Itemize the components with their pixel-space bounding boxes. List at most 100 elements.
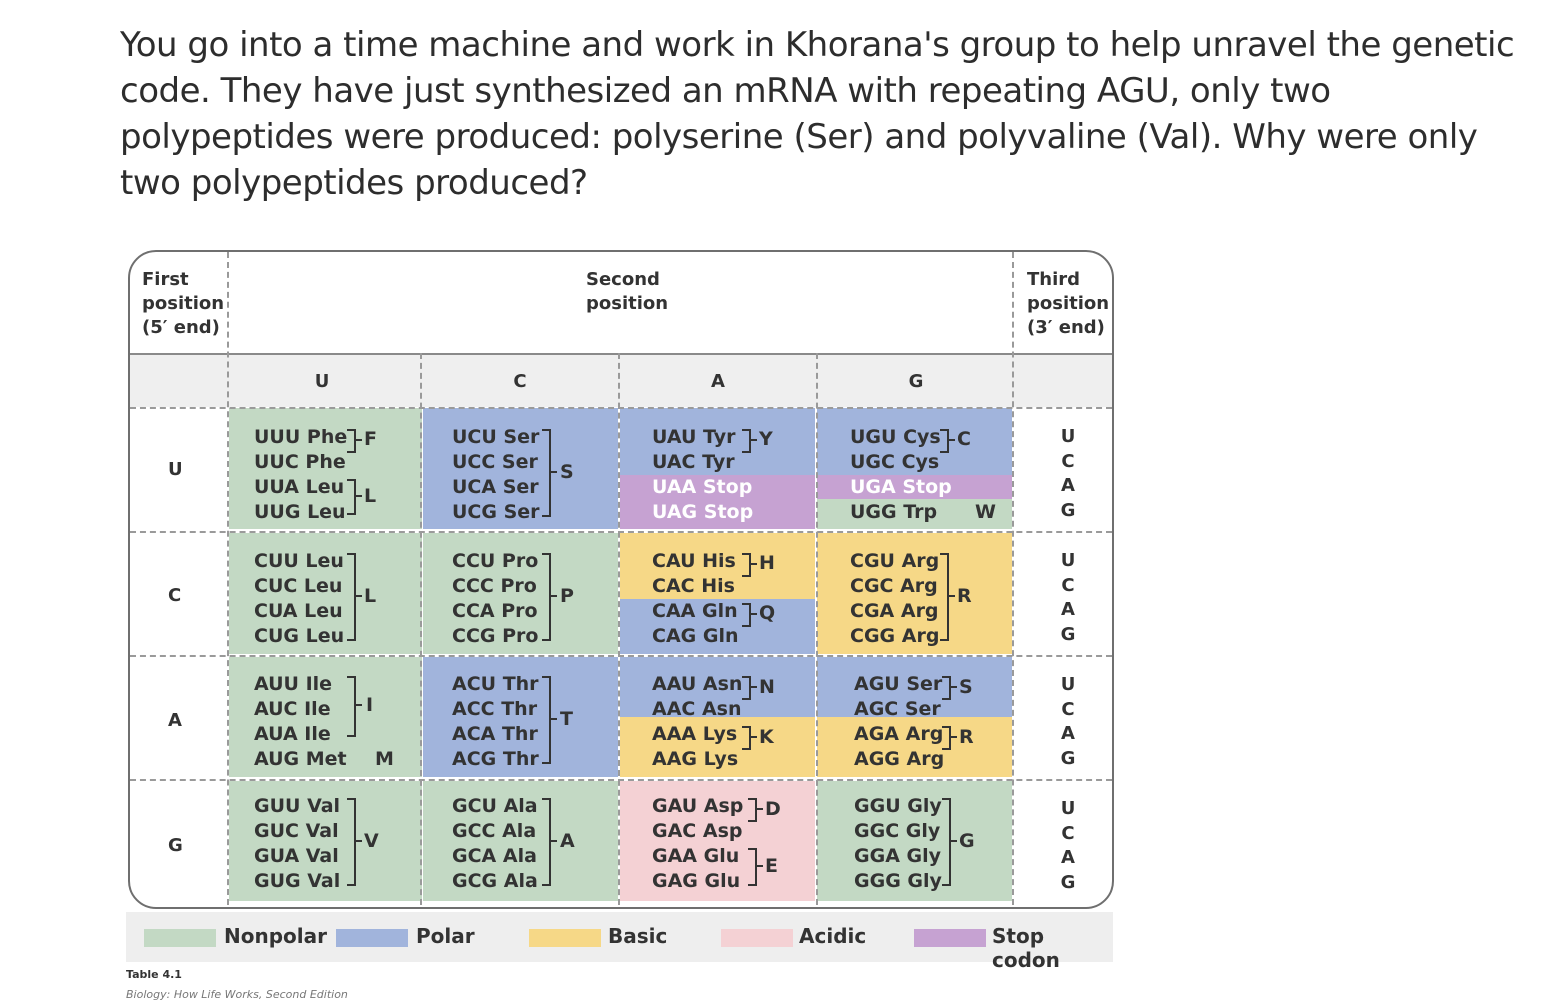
aa-letter-m: M bbox=[375, 748, 394, 770]
codon-cua: CUA Leu bbox=[254, 600, 343, 622]
codon-gcg: GCG Ala bbox=[452, 870, 538, 892]
aa-letter-p: P bbox=[560, 585, 574, 607]
legend-nonpolar: Nonpolar bbox=[224, 924, 327, 948]
legend-polar: Polar bbox=[416, 924, 475, 948]
grid-line bbox=[618, 353, 620, 905]
block-ug-stop bbox=[817, 475, 1012, 499]
codon-aug: AUG Met bbox=[254, 748, 347, 770]
block-aa-lys bbox=[620, 717, 815, 777]
codon-uag: UAG Stop bbox=[652, 501, 754, 523]
bracket bbox=[748, 848, 757, 886]
codon-gaa: GAA Glu bbox=[652, 845, 740, 867]
codon-aua: AUA Ile bbox=[254, 723, 331, 745]
aa-letter-s: S bbox=[959, 676, 973, 698]
bracket bbox=[742, 726, 751, 750]
bracket bbox=[347, 429, 356, 453]
grid-line bbox=[130, 655, 1112, 657]
legend-basic: Basic bbox=[608, 924, 668, 948]
question-line: code. They have just synthesized an mRNA… bbox=[120, 71, 1331, 111]
bracket bbox=[542, 798, 551, 886]
codon-cau: CAU His bbox=[652, 550, 736, 572]
codon-ucg: UCG Ser bbox=[452, 501, 540, 523]
bracket-tick bbox=[354, 439, 362, 441]
block-ca-his bbox=[620, 533, 815, 599]
bracket-tick bbox=[549, 718, 557, 720]
codon-auu: AUU Ile bbox=[254, 673, 333, 695]
codon-acc: ACC Thr bbox=[452, 698, 538, 720]
block-ca-gln bbox=[620, 599, 815, 654]
block-cg bbox=[817, 533, 1012, 654]
nonpolar-swatch bbox=[144, 929, 216, 947]
aa-letter-t: T bbox=[560, 708, 573, 730]
aa-letter-r: R bbox=[957, 585, 972, 607]
codon-gcu: GCU Ala bbox=[452, 795, 538, 817]
first-base-a: A bbox=[168, 710, 182, 731]
block-ug-trp bbox=[817, 499, 1012, 529]
legend-acidic: Acidic bbox=[799, 924, 867, 948]
codon-ucc: UCC Ser bbox=[452, 451, 538, 473]
codon-uac: UAC Tyr bbox=[652, 451, 735, 473]
codon-acu: ACU Thr bbox=[452, 673, 539, 695]
codon-ugc: UGC Cys bbox=[850, 451, 940, 473]
grid-line bbox=[816, 353, 818, 905]
codon-uca: UCA Ser bbox=[452, 476, 539, 498]
codon-cug: CUG Leu bbox=[254, 625, 345, 647]
polar-swatch bbox=[336, 929, 408, 947]
block-gc bbox=[423, 781, 618, 901]
legend-stop-codon: Stop codon bbox=[992, 924, 1060, 972]
block-ug-polar bbox=[817, 408, 1012, 475]
codon-gua: GUA Val bbox=[254, 845, 339, 867]
basic-swatch bbox=[529, 929, 601, 947]
bracket-tick bbox=[949, 736, 957, 738]
second-base-g: G bbox=[908, 371, 924, 392]
aa-letter-h: H bbox=[759, 552, 775, 574]
question-text: You go into a time machine and work in K… bbox=[120, 22, 1560, 206]
codon-gau: GAU Asp bbox=[652, 795, 744, 817]
bracket-tick bbox=[749, 686, 757, 688]
codon-agc: AGC Ser bbox=[854, 698, 941, 720]
codon-caa: CAA Gln bbox=[652, 600, 738, 622]
aa-letter-e: E bbox=[765, 855, 778, 877]
codon-ccc: CCC Pro bbox=[452, 575, 537, 597]
header-divider bbox=[130, 353, 1112, 355]
aa-letter-f: F bbox=[364, 428, 377, 450]
aa-letter-q: Q bbox=[759, 602, 776, 624]
block-cu bbox=[229, 533, 422, 654]
bracket bbox=[347, 553, 356, 641]
codon-aac: AAC Asn bbox=[652, 698, 742, 720]
codon-cuu: CUU Leu bbox=[254, 550, 344, 572]
bracket-tick bbox=[354, 840, 362, 842]
third-position-header: Third position (3′ end) bbox=[1027, 269, 1110, 338]
question-line: You go into a time machine and work in K… bbox=[120, 25, 1515, 65]
bracket bbox=[347, 676, 356, 737]
grid-line bbox=[227, 252, 229, 905]
codon-ugu: UGU Cys bbox=[850, 426, 941, 448]
bracket bbox=[942, 676, 951, 700]
aa-letter-l: L bbox=[364, 485, 377, 507]
codon-gug: GUG Val bbox=[254, 870, 341, 892]
codon-uga: UGA Stop bbox=[850, 476, 952, 498]
bracket bbox=[940, 553, 949, 641]
aa-letter-c: C bbox=[957, 428, 971, 450]
codon-cag: CAG Gln bbox=[652, 625, 739, 647]
grid-line bbox=[130, 531, 1112, 533]
grid-line bbox=[130, 407, 1112, 409]
codon-acg: ACG Thr bbox=[452, 748, 539, 770]
codon-auc: AUC Ile bbox=[254, 698, 331, 720]
bracket bbox=[942, 798, 951, 886]
codon-gac: GAC Asp bbox=[652, 820, 743, 842]
aa-letter-k: K bbox=[759, 726, 774, 748]
codon-cuc: CUC Leu bbox=[254, 575, 343, 597]
codon-uaa: UAA Stop bbox=[652, 476, 753, 498]
codon-aaa: AAA Lys bbox=[652, 723, 738, 745]
codon-uua: UUA Leu bbox=[254, 476, 345, 498]
block-ag-arg bbox=[817, 717, 1012, 777]
second-base-a: A bbox=[711, 371, 725, 392]
block-ag-ser bbox=[817, 657, 1012, 717]
second-base-u: U bbox=[314, 371, 330, 392]
block-ga bbox=[620, 781, 815, 901]
aa-letter-v: V bbox=[364, 830, 379, 852]
block-uc bbox=[423, 408, 618, 529]
grid-line bbox=[1012, 252, 1014, 905]
